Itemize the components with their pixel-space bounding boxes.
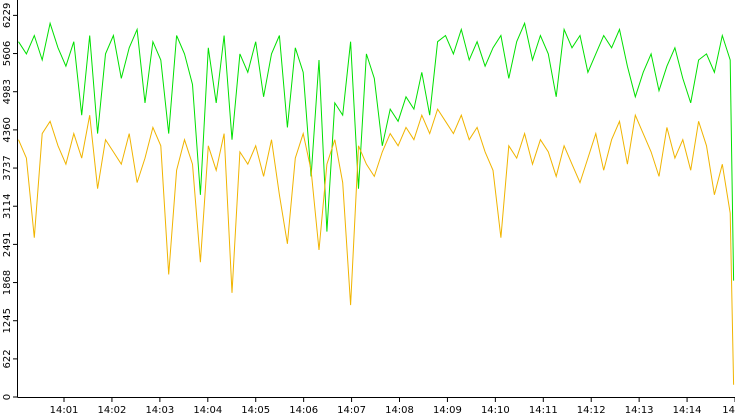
x-tick-label: 14:13 xyxy=(625,405,654,415)
y-tick-label: 2491 xyxy=(2,232,13,257)
x-tick-label: 14:07 xyxy=(337,405,366,415)
x-tick-label: 14:09 xyxy=(433,405,462,415)
x-tick-label: 14 xyxy=(722,405,735,415)
x-tick-label: 14:12 xyxy=(577,405,606,415)
x-tick-label: 14:01 xyxy=(50,405,79,415)
y-tick-label: 1868 xyxy=(2,270,13,295)
y-tick-label: 6229 xyxy=(2,3,13,28)
x-tick-label: 14:03 xyxy=(145,405,174,415)
x-tick-label: 14:11 xyxy=(529,405,558,415)
y-tick-label: 1245 xyxy=(2,308,13,333)
y-tick-label: 3737 xyxy=(2,155,13,180)
y-tick-label: 4360 xyxy=(2,117,13,142)
x-tick-label: 14:02 xyxy=(98,405,127,415)
y-tick-label: 5606 xyxy=(2,41,13,66)
x-tick-label: 14:10 xyxy=(481,405,510,415)
x-tick-label: 14:04 xyxy=(193,405,222,415)
y-tick-label: 3114 xyxy=(2,193,13,218)
series-line xyxy=(18,107,735,385)
x-tick-label: 14:05 xyxy=(241,405,270,415)
x-tick-label: 14:08 xyxy=(385,405,414,415)
x-tick-label: 14:06 xyxy=(289,405,318,415)
y-tick-label: 622 xyxy=(2,349,13,368)
y-tick-label: 4983 xyxy=(2,79,13,104)
series-line xyxy=(18,21,735,281)
y-tick-label: 0 xyxy=(2,394,13,400)
x-tick-label: 14:14 xyxy=(673,405,702,415)
